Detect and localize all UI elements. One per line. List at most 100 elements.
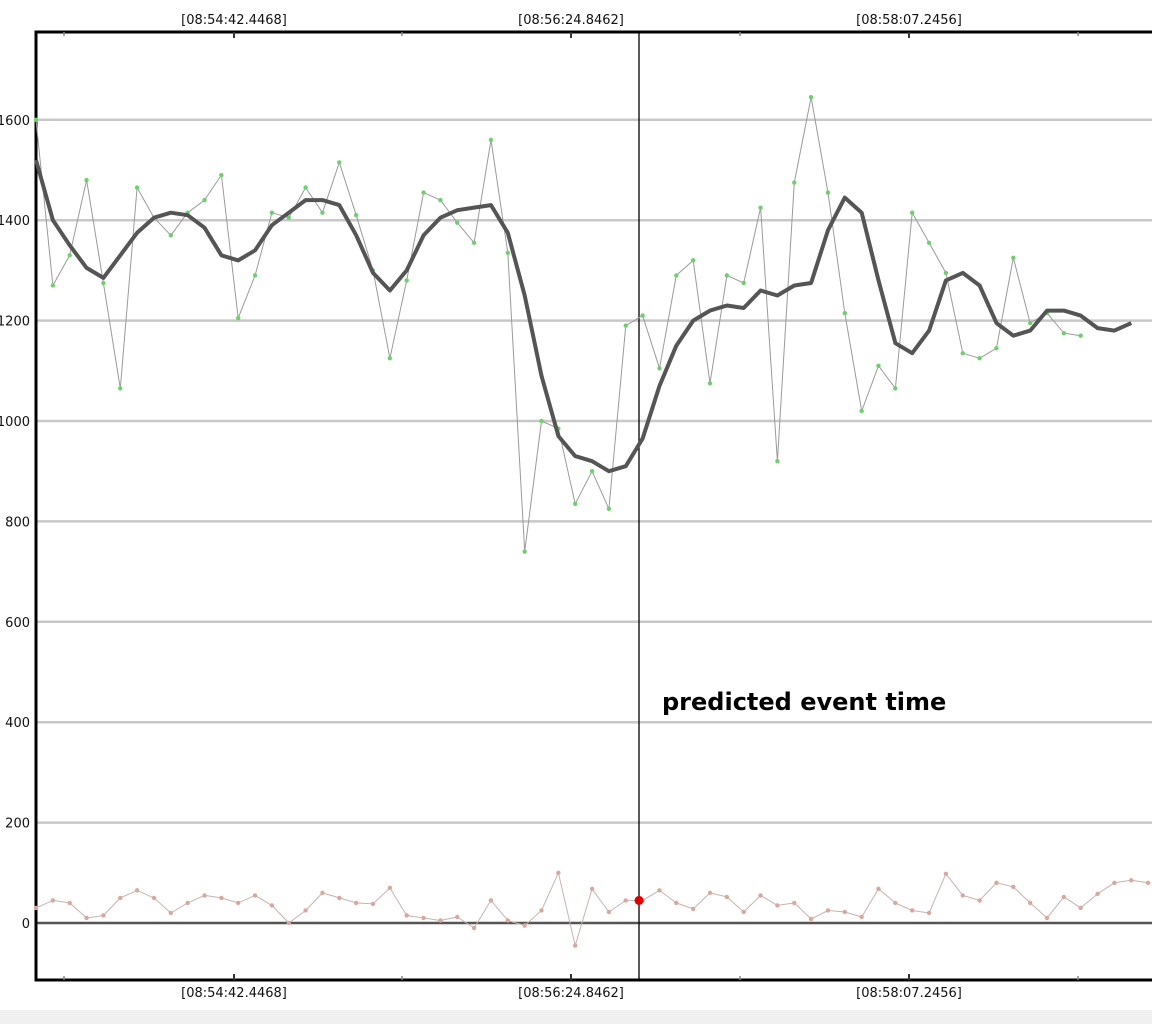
data-point [994, 346, 999, 351]
data-point [252, 893, 258, 898]
data-point [808, 916, 814, 922]
y-tick-label: 1600 [0, 114, 30, 129]
data-point [1027, 320, 1033, 326]
data-point [404, 913, 409, 918]
axes [34, 30, 1152, 982]
data-point [269, 903, 275, 908]
data-point [1011, 884, 1016, 890]
data-point [202, 893, 207, 898]
data-point [859, 914, 864, 920]
data-point [455, 220, 460, 225]
data-point [320, 210, 325, 215]
data-point [488, 898, 494, 903]
data-point [101, 280, 106, 286]
y-tick-label: 600 [5, 616, 30, 631]
data-point [910, 210, 915, 215]
data-point [741, 280, 746, 286]
data-point [118, 386, 123, 391]
data-point [1027, 900, 1033, 906]
data-point [471, 925, 477, 931]
data-point [286, 215, 291, 220]
data-point [690, 906, 696, 912]
data-point [623, 898, 628, 903]
gridlines [36, 118, 1152, 925]
data-point [84, 177, 89, 183]
data-point [1061, 894, 1067, 900]
data-point [1044, 915, 1050, 921]
data-point [640, 313, 645, 318]
data-point [67, 900, 72, 906]
data-point [50, 283, 56, 288]
data-point [1078, 333, 1083, 338]
data-point [792, 900, 797, 906]
data-point [657, 366, 662, 371]
data-point [1078, 905, 1083, 911]
data-point [674, 273, 679, 278]
data-point [1011, 255, 1016, 261]
x-tick-label-bottom: [08:56:24.8462] [518, 986, 624, 1001]
data-point [859, 408, 864, 414]
data-point [876, 886, 881, 892]
data-point [589, 886, 595, 892]
data-point [438, 197, 443, 203]
y-tick-label: 400 [5, 716, 30, 731]
data-point [370, 901, 376, 907]
data-point [606, 909, 612, 915]
data-point [657, 888, 662, 893]
data-point [775, 458, 780, 464]
tick-labels: 0 200 400 600 800 1000 1200 1400 1600 [08:54:42.4… [0, 13, 962, 1001]
data-point [960, 893, 965, 898]
data-point [522, 549, 527, 554]
data-point [118, 895, 123, 901]
data-point [185, 900, 190, 906]
y-tick-label: 1400 [0, 214, 30, 229]
data-point [421, 190, 426, 195]
data-point [219, 895, 224, 901]
data-point [1112, 880, 1117, 886]
y-tick-label: 200 [5, 817, 30, 832]
data-point [876, 363, 881, 368]
data-point [387, 885, 393, 891]
data-point [758, 205, 763, 210]
data-point [825, 190, 831, 195]
data-point [303, 908, 308, 913]
x-tick-label-bottom: [08:58:07.2456] [856, 986, 962, 1001]
data-point [1145, 880, 1151, 886]
data-point [33, 905, 39, 911]
data-point [808, 95, 814, 100]
data-point [842, 909, 847, 915]
data-point [573, 501, 578, 507]
data-point [236, 315, 241, 321]
y-tick-label: 0 [22, 917, 30, 932]
data-point [977, 356, 982, 361]
data-point [842, 310, 847, 316]
data-point [522, 923, 527, 928]
data-point [303, 185, 308, 190]
plot-frame [34, 30, 1152, 982]
data-point [707, 890, 713, 896]
data-point [353, 900, 359, 906]
data-point [488, 137, 494, 143]
data-point [775, 903, 780, 908]
data-point [134, 888, 140, 893]
series-layer [33, 95, 1151, 948]
y-tick-label: 800 [5, 515, 30, 530]
data-point [320, 890, 325, 896]
event-annotation: predicted event time [662, 688, 946, 716]
data-point [404, 278, 409, 283]
x-tick-label-top: [08:58:07.2456] [856, 13, 962, 28]
data-point [33, 117, 39, 123]
data-point [758, 893, 763, 898]
data-point [421, 915, 426, 921]
data-point [50, 898, 56, 903]
data-point [690, 258, 696, 263]
data-point [337, 895, 342, 901]
x-tick-label-top: [08:56:24.8462] [518, 13, 624, 28]
data-point [236, 900, 241, 906]
data-point [539, 908, 544, 913]
data-point [101, 913, 106, 918]
data-point [556, 870, 561, 875]
data-point [707, 381, 713, 386]
data-point [286, 920, 291, 926]
